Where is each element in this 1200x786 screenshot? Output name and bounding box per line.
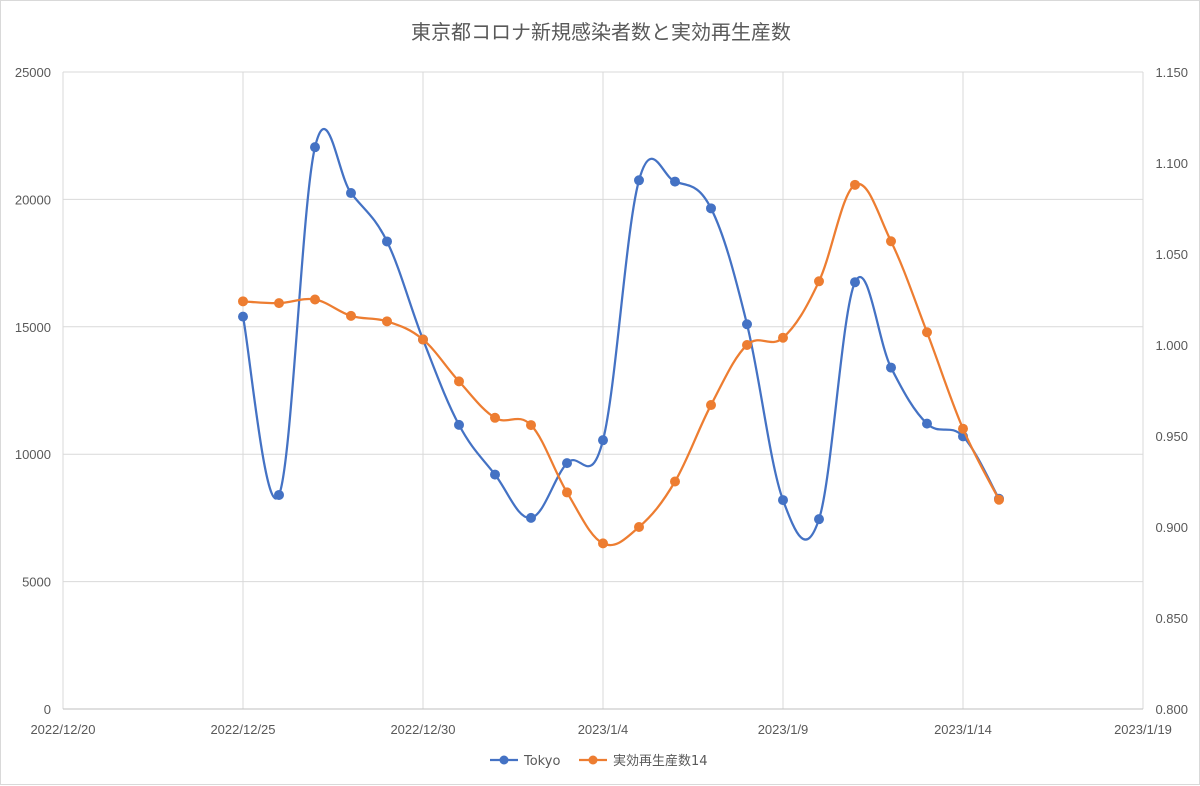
data-point bbox=[670, 476, 680, 487]
data-point bbox=[634, 175, 644, 186]
right-tick-label: 0.900 bbox=[1155, 520, 1188, 535]
data-point bbox=[886, 362, 896, 373]
data-point bbox=[454, 376, 464, 387]
data-point bbox=[238, 296, 248, 307]
gridlines bbox=[62, 71, 1144, 710]
x-tick-label: 2022/12/20 bbox=[30, 722, 95, 737]
legend-item: 実効再生産数14 bbox=[579, 753, 708, 769]
series-line bbox=[241, 127, 1000, 541]
data-point bbox=[706, 203, 716, 214]
data-point bbox=[346, 310, 356, 321]
data-point bbox=[814, 276, 824, 287]
data-point bbox=[778, 332, 788, 343]
data-point bbox=[382, 316, 392, 327]
series-2 bbox=[238, 179, 1004, 549]
data-point bbox=[706, 400, 716, 411]
data-point bbox=[742, 319, 752, 330]
legend-label: 実効再生産数14 bbox=[613, 753, 708, 769]
data-point bbox=[850, 277, 860, 288]
left-tick-label: 0 bbox=[44, 702, 51, 717]
legend-item: Tokyo bbox=[490, 754, 560, 769]
series-1 bbox=[238, 127, 1004, 541]
data-point bbox=[670, 176, 680, 187]
left-tick-label: 15000 bbox=[15, 320, 51, 335]
legend-label: Tokyo bbox=[523, 754, 560, 769]
right-tick-label: 1.100 bbox=[1155, 156, 1188, 171]
data-point bbox=[958, 423, 968, 434]
data-point bbox=[922, 327, 932, 338]
data-point bbox=[814, 514, 824, 525]
legend-marker bbox=[588, 755, 598, 765]
data-point bbox=[598, 538, 608, 549]
data-point bbox=[346, 188, 356, 199]
data-point bbox=[490, 469, 500, 480]
x-tick-label: 2022/12/25 bbox=[210, 722, 275, 737]
data-point bbox=[382, 236, 392, 247]
data-point bbox=[634, 522, 644, 532]
right-y-axis: 0.800 0.850 0.900 0.950 1.000 1.050 1.100 1.150 bbox=[1155, 65, 1188, 717]
left-y-axis: 0 5000 10000 15000 20000 25000 bbox=[15, 65, 51, 717]
right-tick-label: 0.800 bbox=[1155, 702, 1188, 717]
x-tick-label: 2023/1/9 bbox=[758, 722, 809, 737]
data-point bbox=[778, 495, 788, 506]
x-tick-label: 2022/12/30 bbox=[390, 722, 455, 737]
right-tick-label: 1.000 bbox=[1155, 338, 1188, 353]
x-axis: 2022/12/20 2022/12/25 2022/12/30 2023/1/4 20… bbox=[30, 708, 1172, 737]
data-point bbox=[850, 179, 860, 190]
x-tick-label: 2023/1/14 bbox=[934, 722, 992, 737]
right-tick-label: 1.150 bbox=[1155, 65, 1188, 80]
data-point bbox=[238, 311, 248, 322]
series-line bbox=[242, 182, 1001, 547]
data-point bbox=[310, 294, 320, 305]
data-point bbox=[562, 458, 572, 469]
right-tick-label: 0.950 bbox=[1155, 429, 1188, 444]
data-point bbox=[742, 340, 752, 350]
data-point bbox=[310, 142, 320, 153]
data-point bbox=[886, 236, 896, 247]
data-point bbox=[274, 298, 284, 309]
left-tick-label: 20000 bbox=[15, 192, 51, 207]
data-point bbox=[274, 489, 284, 500]
data-point bbox=[490, 412, 500, 423]
right-tick-label: 1.050 bbox=[1155, 247, 1188, 262]
legend-marker bbox=[499, 755, 509, 765]
chart-title: 東京都コロナ新規感染者数と実効再生産数 bbox=[411, 20, 791, 44]
x-tick-label: 2023/1/4 bbox=[578, 722, 629, 737]
data-point bbox=[562, 487, 572, 498]
data-point bbox=[994, 494, 1004, 505]
legend: Tokyo 実効再生産数14 bbox=[490, 753, 708, 769]
left-tick-label: 25000 bbox=[15, 65, 51, 80]
data-point bbox=[454, 419, 464, 430]
x-tick-label: 2023/1/19 bbox=[1114, 722, 1172, 737]
data-point bbox=[598, 435, 608, 446]
series-group bbox=[238, 127, 1004, 549]
data-point bbox=[526, 420, 536, 431]
left-tick-label: 5000 bbox=[22, 575, 51, 590]
data-point bbox=[922, 418, 932, 429]
data-point bbox=[526, 512, 536, 523]
left-tick-label: 10000 bbox=[15, 447, 51, 462]
right-tick-label: 0.850 bbox=[1155, 611, 1188, 626]
data-point bbox=[418, 334, 428, 345]
